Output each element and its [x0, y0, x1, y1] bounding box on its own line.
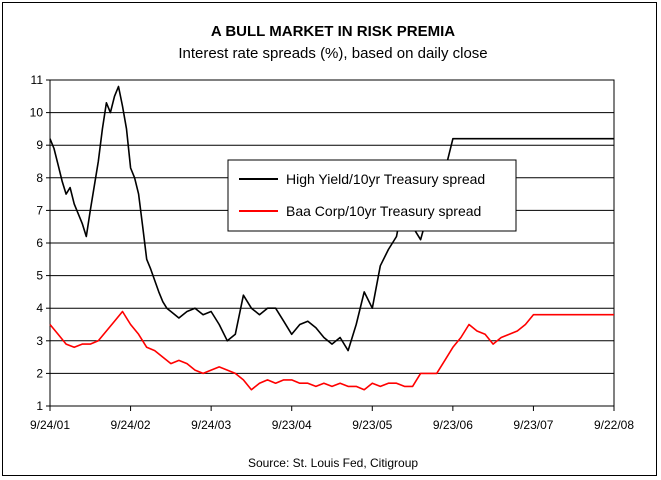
y-tick-label-4: 4: [36, 301, 43, 315]
x-tick-label-0: 9/24/01: [30, 418, 70, 432]
x-tick-label-1: 9/24/02: [111, 418, 151, 432]
y-tick-label-10: 10: [30, 106, 44, 120]
legend-label-high-yield: High Yield/10yr Treasury spread: [286, 171, 485, 187]
legend-box: [227, 159, 517, 232]
legend-label-baa: Baa Corp/10yr Treasury spread: [286, 203, 481, 219]
chart-frame: A BULL MARKET IN RISK PREMIA Interest ra…: [2, 2, 657, 476]
y-tick-label-1: 1: [36, 399, 43, 413]
x-tick-label-6: 9/23/07: [513, 418, 553, 432]
y-tick-label-8: 8: [36, 171, 43, 185]
y-tick-label-3: 3: [36, 334, 43, 348]
y-tick-label-2: 2: [36, 366, 43, 380]
source-note: Source: St. Louis Fed, Citigroup: [248, 456, 418, 470]
y-tick-label-7: 7: [36, 203, 43, 217]
series-line-0: [49, 85, 614, 352]
chart-svg: A BULL MARKET IN RISK PREMIA Interest ra…: [30, 23, 635, 470]
y-tick-label-11: 11: [31, 73, 44, 87]
chart-title: A BULL MARKET IN RISK PREMIA: [211, 23, 455, 40]
x-tick-label-7: 9/22/08: [594, 418, 634, 432]
x-tick-label-3: 9/23/04: [272, 418, 312, 432]
y-tick-label-5: 5: [36, 269, 43, 283]
x-tick-label-4: 9/23/05: [352, 418, 392, 432]
legend: High Yield/10yr Treasury spread Baa Corp…: [227, 159, 517, 232]
y-tick-label-9: 9: [36, 138, 43, 152]
chart-subtitle: Interest rate spreads (%), based on dail…: [178, 45, 487, 62]
y-tick-label-6: 6: [36, 236, 43, 250]
y-axis-ticks: 1 2 3 4 5 6 7 8 9 10 11: [30, 73, 50, 413]
series-lines: [49, 85, 614, 391]
x-axis-ticks: 9/24/01 9/24/02 9/24/03 9/23/04 9/23/05 9/23/…: [30, 406, 634, 432]
x-tick-label-2: 9/24/03: [191, 418, 231, 432]
x-tick-label-5: 9/23/06: [433, 418, 473, 432]
series-line-1: [49, 310, 614, 391]
